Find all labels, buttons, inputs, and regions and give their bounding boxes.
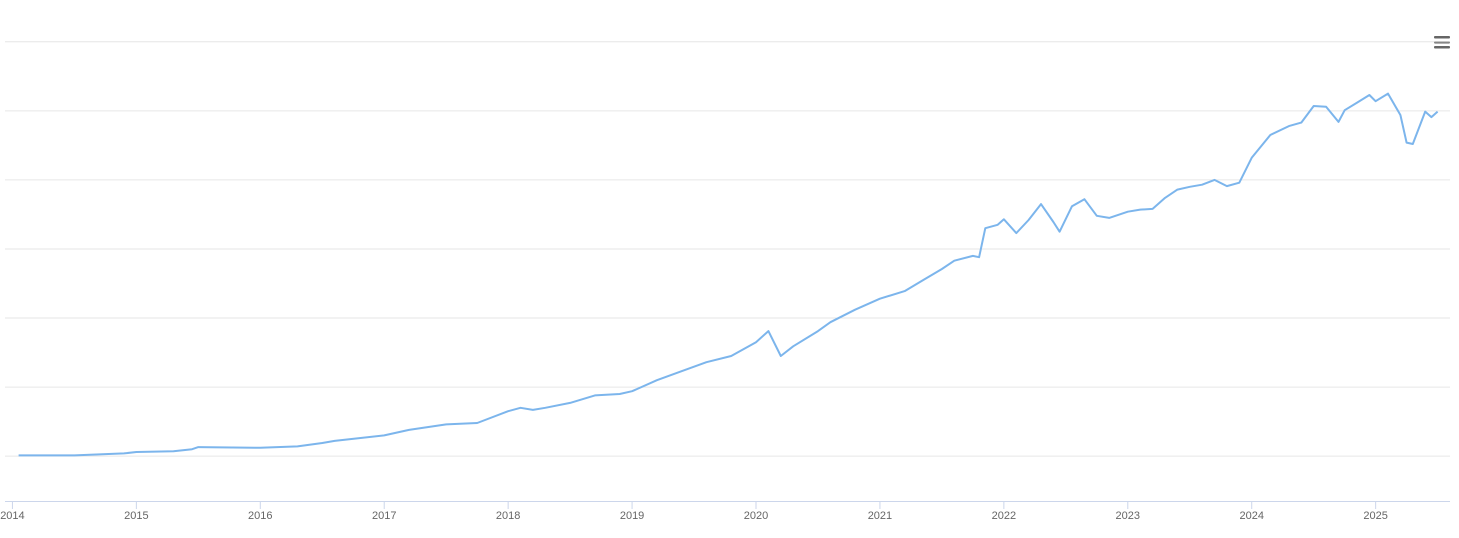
menu-bar — [1434, 36, 1450, 39]
x-tick-label: 2020 — [744, 510, 768, 522]
menu-bar — [1434, 46, 1450, 49]
x-tick-label: 2017 — [372, 510, 396, 522]
x-tick-label: 2019 — [620, 510, 644, 522]
x-tick-label: 2016 — [248, 510, 272, 522]
x-tick-label: 2023 — [1116, 510, 1140, 522]
x-tick-label: 2025 — [1363, 510, 1387, 522]
x-tick-label: 2014 — [0, 510, 24, 522]
x-tick-label: 2024 — [1239, 510, 1263, 522]
x-tick-label: 2018 — [496, 510, 520, 522]
data-line — [18, 92, 1439, 457]
x-tick-label: 2021 — [868, 510, 892, 522]
x-tick-label: 2022 — [992, 510, 1016, 522]
x-tick-label: 2015 — [124, 510, 148, 522]
